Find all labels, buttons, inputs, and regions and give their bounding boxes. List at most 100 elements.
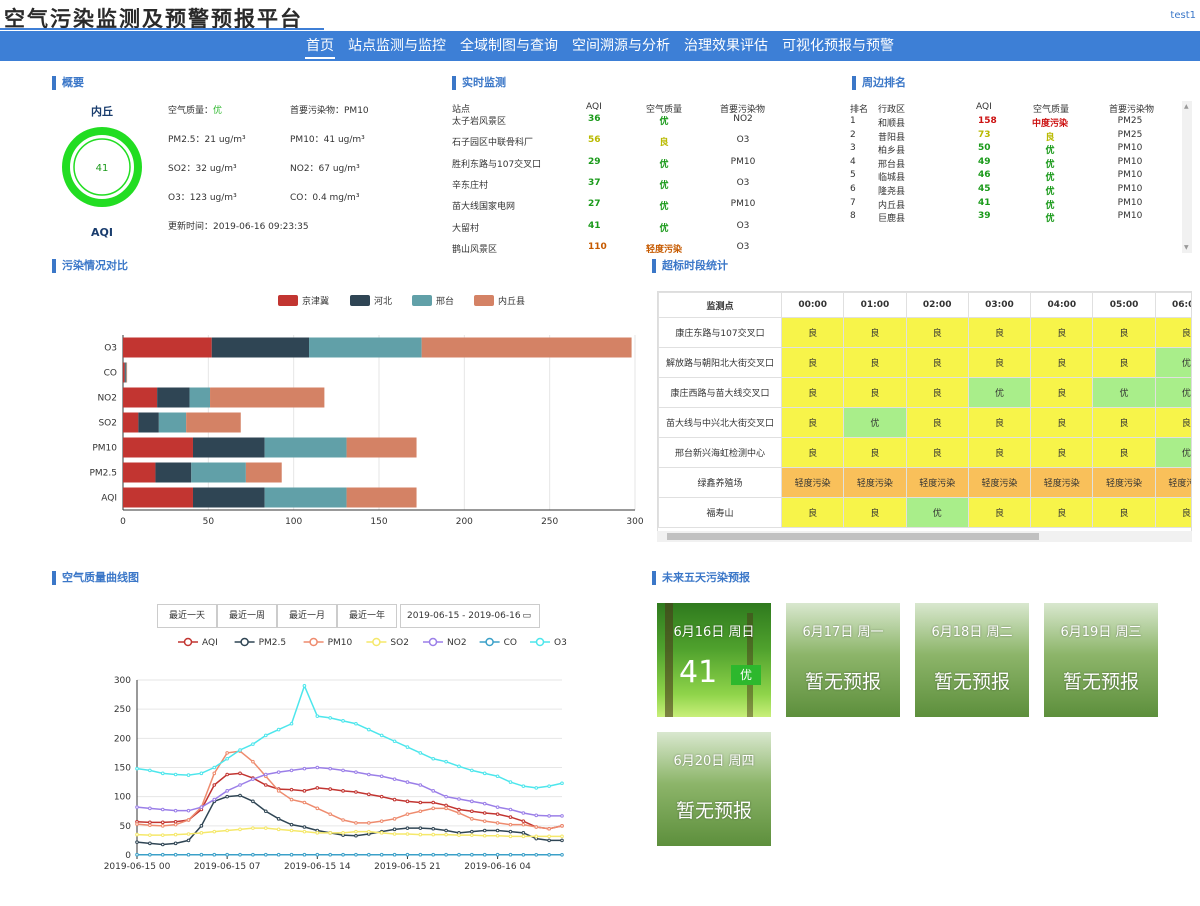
exceed-cell: 良 xyxy=(1092,317,1156,348)
point-O3 xyxy=(302,684,307,688)
nav-item-0[interactable]: 首页 xyxy=(299,31,341,61)
realtime-pollutant: PM10 xyxy=(730,199,756,210)
forecast-date: 6月16日 周日 xyxy=(673,625,755,640)
range-year-button[interactable]: 最近一年 xyxy=(337,604,397,628)
ranking-pollutant: PM25 xyxy=(1117,116,1143,126)
x-tick-label: 300 xyxy=(626,517,643,527)
exceed-cell: 良 xyxy=(780,497,845,528)
point-AQI xyxy=(482,811,487,815)
realtime-title: 实时监测 xyxy=(452,76,506,90)
ranking-district: 巨鹿县 xyxy=(878,214,906,225)
exceed-cell: 轻度污染 xyxy=(1154,467,1191,498)
exceed-h-scrollbar[interactable] xyxy=(657,531,1192,542)
point-PM10 xyxy=(508,822,513,827)
realtime-quality: 优 xyxy=(659,159,669,170)
point-SO2 xyxy=(302,829,307,834)
point-SO2 xyxy=(225,828,229,833)
ranking-header-1: 行政区 xyxy=(878,105,906,115)
point-AQI xyxy=(289,787,294,792)
point-NO2 xyxy=(135,805,139,809)
point-AQI xyxy=(354,790,358,794)
point-NO2 xyxy=(238,783,242,787)
point-NO2 xyxy=(444,794,448,799)
point-PM2.5 xyxy=(276,817,281,821)
point-NO2 xyxy=(379,774,384,779)
point-SO2 xyxy=(470,833,474,837)
point-PM10 xyxy=(160,824,165,828)
ranking-rank: 2 xyxy=(850,129,856,140)
exceed-cell: 优 xyxy=(1154,377,1191,408)
x-tick-label: 150 xyxy=(370,517,387,527)
range-day-button[interactable]: 最近一天 xyxy=(157,604,217,628)
calendar-icon[interactable]: ▭ xyxy=(522,611,531,621)
date-range-input[interactable]: 2019-06-15 - 2019-06-16 ▭ xyxy=(400,604,540,628)
ranking-scrollbar[interactable]: ▲ ▼ xyxy=(1182,101,1192,253)
ranking-pollutant: PM10 xyxy=(1117,143,1143,154)
range-month-button[interactable]: 最近一月 xyxy=(277,604,337,628)
point-PM2.5 xyxy=(238,793,242,798)
realtime-station: 辛东庄村 xyxy=(452,180,489,191)
point-SO2 xyxy=(534,834,539,839)
point-AQI xyxy=(315,786,320,790)
ranking-header-4: 首要污染物 xyxy=(1109,105,1155,115)
point-NO2 xyxy=(263,772,268,777)
range-week-button[interactable]: 最近一周 xyxy=(217,604,277,628)
exceed-cell: 优 xyxy=(843,407,907,438)
y-tick-label: 50 xyxy=(120,822,132,832)
ranking-header-0: 排名 xyxy=(850,105,869,115)
exceed-cell: 优 xyxy=(967,377,1032,408)
bar-京津冀-O3 xyxy=(123,337,212,358)
exceed-cell: 良 xyxy=(967,317,1032,348)
point-CO xyxy=(418,852,423,857)
nav-item-1[interactable]: 站点监测与监控 xyxy=(348,38,446,54)
point-O3 xyxy=(418,751,423,755)
ranking-aqi: 39 xyxy=(978,211,991,222)
bar-邢台-CO xyxy=(125,362,127,383)
ranking-quality: 良 xyxy=(1045,132,1055,143)
legend-swatch-0 xyxy=(278,295,298,306)
forecast-card-5: 6月20日 周四 暂无预报 xyxy=(657,732,771,846)
point-O3 xyxy=(405,745,410,749)
bar-内丘县-AQI xyxy=(346,487,417,508)
point-PM10 xyxy=(276,789,281,793)
exceed-cell: 良 xyxy=(1030,347,1094,378)
point-PM2.5 xyxy=(418,826,423,830)
user-link[interactable]: test1 xyxy=(1170,10,1196,21)
point-PM2.5 xyxy=(482,828,487,833)
bar-内丘县-NO2 xyxy=(210,387,325,408)
point-CO xyxy=(135,852,139,857)
svg-text:PM10: PM10 xyxy=(328,638,353,648)
realtime-pollutant: O3 xyxy=(736,177,750,188)
point-NO2 xyxy=(354,770,358,774)
point-AQI xyxy=(379,794,384,799)
series-line-PM10 xyxy=(136,750,563,830)
bar-京津冀-AQI xyxy=(123,487,193,508)
legend-label-2: 邢台 xyxy=(436,295,454,307)
ranking-district: 邢台县 xyxy=(878,159,906,170)
point-O3 xyxy=(186,773,191,777)
point-SO2 xyxy=(251,826,255,830)
point-NO2 xyxy=(212,797,217,802)
point-SO2 xyxy=(315,831,320,835)
nav-item-2[interactable]: 全域制图与查询 xyxy=(460,38,558,54)
point-AQI xyxy=(508,815,513,819)
point-SO2 xyxy=(212,829,217,834)
point-NO2 xyxy=(289,768,294,773)
nav-item-5[interactable]: 可视化预报与预警 xyxy=(782,38,894,54)
point-PM2.5 xyxy=(199,824,204,828)
nav-item-3[interactable]: 空间溯源与分析 xyxy=(572,38,670,54)
exceed-cell: 良 xyxy=(843,497,907,528)
point-AQI xyxy=(238,771,242,776)
bar-河北-NO2 xyxy=(157,387,190,408)
exceed-cell: 良 xyxy=(780,347,845,378)
point-O3 xyxy=(482,771,487,776)
y-tick-label: CO xyxy=(104,369,117,379)
point-O3 xyxy=(135,766,139,771)
nav-item-4[interactable]: 治理效果评估 xyxy=(684,38,768,54)
realtime-pollutant: O3 xyxy=(736,241,750,252)
point-SO2 xyxy=(431,832,436,837)
svg-text:AQI: AQI xyxy=(202,638,218,648)
exceed-cell: 良 xyxy=(905,407,969,438)
point-NO2 xyxy=(470,799,474,804)
realtime-header-2: 空气质量 xyxy=(646,105,683,115)
